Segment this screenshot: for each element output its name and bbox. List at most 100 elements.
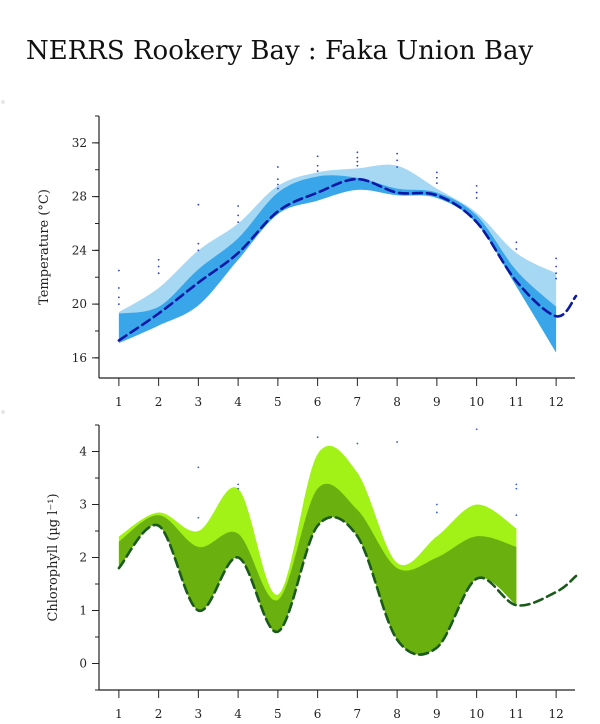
chlorophyll-point-5 [356,442,359,445]
chlorophyll-x-tick-label: 5 [274,707,282,721]
temperature-point-38 [555,277,558,280]
temperature-y-tick-label: 28 [72,190,87,204]
temperature-point-14 [276,178,279,181]
temperature-point-9 [197,249,200,252]
temperature-y-tick-label: 20 [72,297,87,311]
temperature-point-3 [117,303,120,306]
temperature-point-37 [555,272,558,275]
temperature-point-28 [435,176,438,179]
temperature-point-26 [396,166,399,168]
chart-title: NERRS Rookery Bay : Faka Union Bay [26,36,534,66]
chlorophyll-x-tick-label: 10 [469,707,484,721]
chlorophyll-point-11 [515,487,518,490]
temperature-point-19 [316,170,319,172]
temperature-y-tick-label: 24 [72,243,88,257]
temperature-y-tick-label: 32 [72,136,87,150]
temperature-x-tick-label: 1 [115,395,123,409]
temperature-point-16 [276,187,279,190]
temperature-x-tick-label: 5 [274,395,282,409]
chlorophyll-y-tick-label: 1 [79,604,87,618]
temperature-x-tick-label: 10 [469,395,484,409]
chlorophyll-mean-line [117,515,578,656]
temperature-point-27 [435,171,438,174]
chlorophyll-point-9 [475,428,478,431]
temperature-point-36 [555,265,558,268]
chlorophyll-point-3 [237,487,240,490]
chlorophyll-point-4 [316,436,319,439]
edge-mark [1,410,5,414]
chlorophyll-x-tick-label: 2 [155,707,163,721]
chlorophyll-point-1 [197,516,200,519]
temperature-point-22 [356,160,359,163]
temperature-point-17 [316,155,319,158]
temperature-point-21 [356,156,359,159]
temperature-point-34 [515,248,518,250]
chlorophyll-x-tick-label: 7 [354,707,362,721]
chlorophyll-point-8 [435,511,438,514]
temperature-point-23 [356,164,359,167]
temperature-inner-band [118,175,557,353]
chlorophyll-points [197,428,518,519]
chlorophyll-point-7 [435,503,438,506]
chlorophyll-point-6 [396,441,399,443]
temperature-point-5 [157,265,160,268]
chlorophyll-x-tick-label: 3 [195,707,203,721]
temperature-point-1 [117,287,120,289]
chlorophyll-point-10 [515,483,518,486]
temperature-x-tick-label: 11 [509,395,524,409]
chlorophyll-x-tick-label: 6 [314,707,322,721]
temperature-points [117,151,558,306]
temperature-point-7 [197,203,200,206]
chlorophyll-x-tick-label: 11 [509,707,524,721]
temperature-point-15 [276,183,279,186]
chlorophyll-y-axis-label: Chlorophyll (µg l⁻¹) [46,493,61,621]
temperature-point-29 [435,182,438,185]
temperature-x-tick-label: 4 [234,395,242,409]
chlorophyll-x-tick-label: 8 [393,707,401,721]
temperature-point-20 [356,151,359,154]
temperature-x-tick-label: 6 [314,395,322,409]
temperature-point-10 [237,205,240,207]
chlorophyll-y-tick-label: 3 [79,498,87,512]
temperature-point-4 [157,258,160,261]
temperature-y-tick-label: 16 [72,351,87,365]
temperature-point-18 [316,164,319,167]
chlorophyll-x-tick-label: 1 [115,707,123,721]
temperature-point-32 [475,197,478,199]
temperature-x-tick-label: 7 [354,395,362,409]
temperature-point-33 [515,241,518,244]
temperature-point-6 [157,272,160,275]
temperature-point-30 [475,184,478,187]
temperature-point-12 [237,221,240,224]
temperature-point-24 [396,152,399,155]
temperature-x-tick-label: 2 [155,395,163,409]
chlorophyll-y-tick-label: 2 [79,551,87,565]
chlorophyll-inner-band [118,483,517,655]
temperature-x-tick-label: 8 [393,395,401,409]
chlorophyll-point-2 [237,483,240,486]
chlorophyll-y-tick-label: 4 [79,445,87,459]
edge-mark [1,100,5,104]
temperature-x-tick-label: 3 [195,395,203,409]
temperature-mean-line [117,177,578,342]
chlorophyll-x-tick-label: 9 [433,707,441,721]
chlorophyll-x-tick-label: 12 [548,707,563,721]
chlorophyll-y-tick-label: 0 [79,657,87,671]
temperature-x-tick-label: 12 [548,395,563,409]
temperature-x-tick-label: 9 [433,395,441,409]
temperature-outer-band [118,164,557,342]
temperature-point-2 [117,296,120,299]
temperature-point-11 [237,214,240,217]
chlorophyll-x-tick-label: 4 [234,707,242,721]
temperature-point-35 [555,257,558,260]
temperature-point-8 [197,242,200,245]
temperature-point-25 [396,159,399,162]
temperature-point-0 [117,269,120,272]
temperature-point-13 [276,166,279,168]
chlorophyll-point-0 [197,466,200,469]
chlorophyll-point-12 [515,514,518,516]
temperature-point-31 [475,191,478,194]
